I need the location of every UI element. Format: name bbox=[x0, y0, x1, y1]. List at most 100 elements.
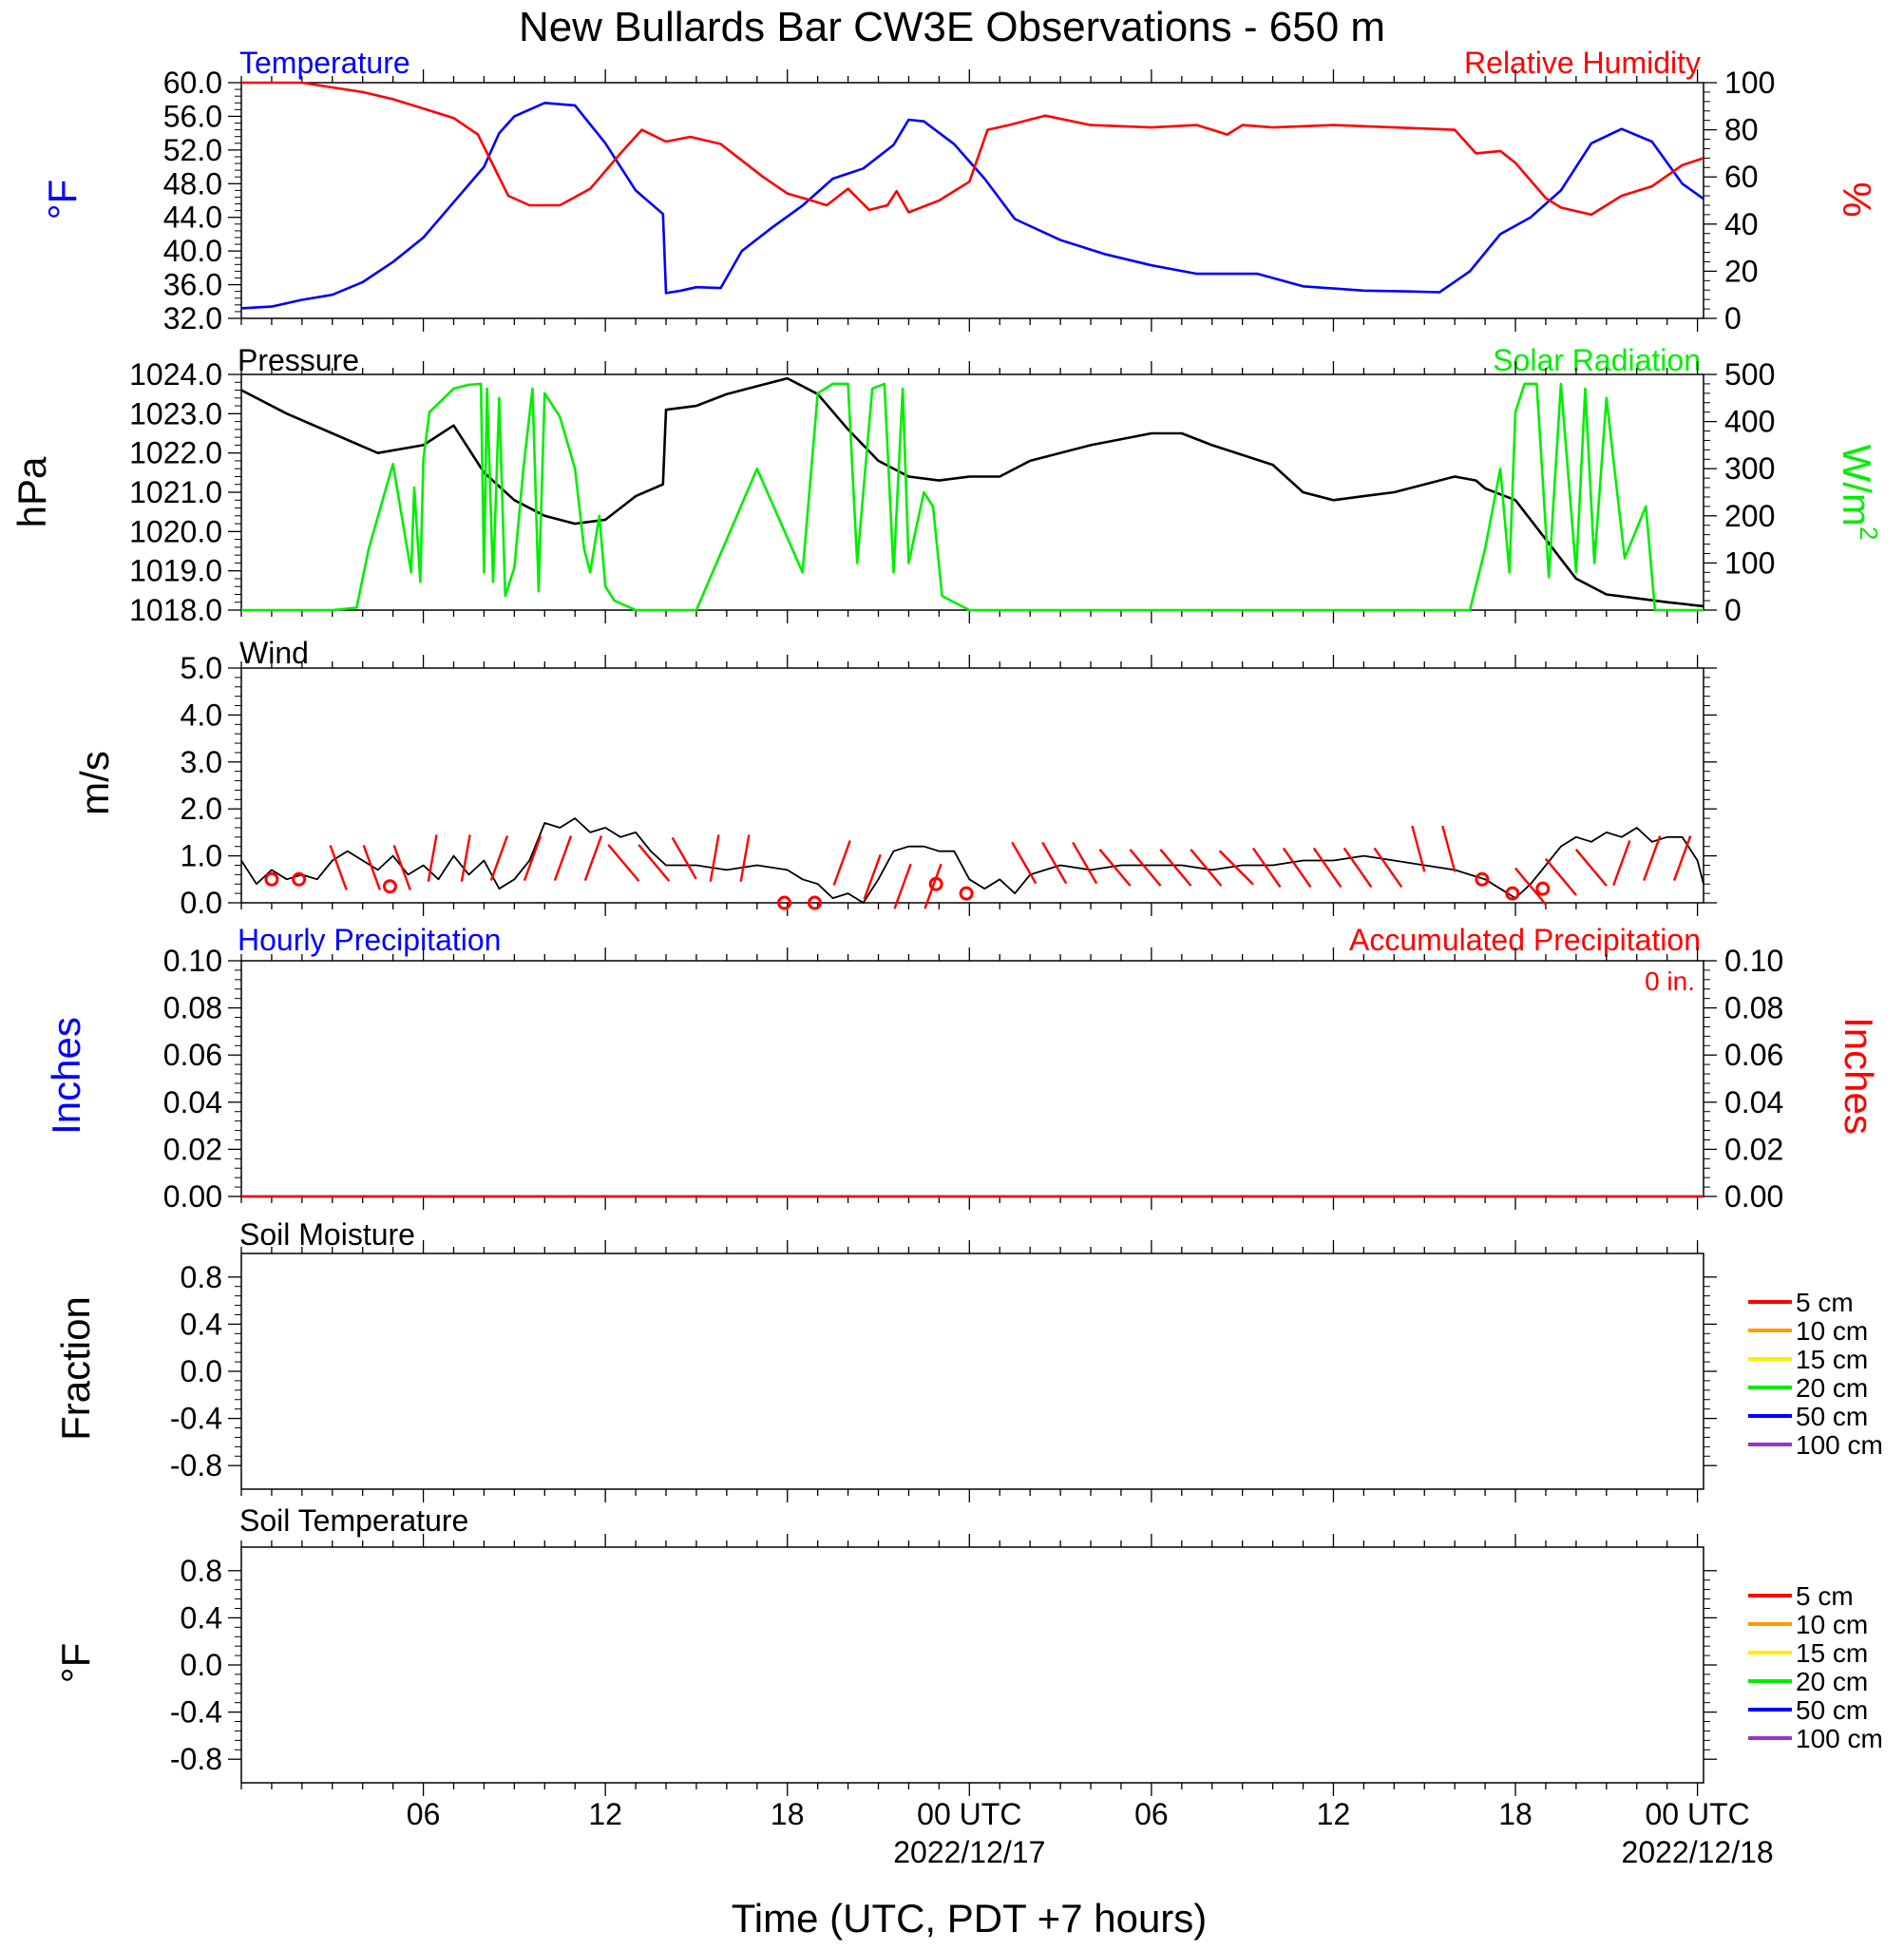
y-tick-label-right: 0.04 bbox=[1724, 1085, 1783, 1119]
pressure-line bbox=[240, 376, 1704, 608]
wind-barb bbox=[1159, 849, 1192, 887]
y-tick-label-right: 400 bbox=[1724, 405, 1775, 439]
y-tick-label: 1.0 bbox=[181, 839, 222, 873]
y-tick-label: 48.0 bbox=[163, 166, 222, 201]
wind-barb bbox=[1129, 849, 1162, 887]
y-tick-label: -0.4 bbox=[170, 1402, 222, 1436]
wind-barb bbox=[832, 840, 851, 886]
wind-barb bbox=[427, 834, 438, 882]
wind-barb bbox=[638, 844, 671, 882]
wind-panel: Wind m/s 0.0 1.0 2.0 3.0 4.0 5.0 bbox=[72, 636, 1717, 920]
wind-barb bbox=[1672, 835, 1692, 881]
y-tick-label: 5.0 bbox=[181, 651, 222, 685]
wind-barb bbox=[1041, 841, 1068, 885]
x-date-label: 2022/12/18 bbox=[1622, 1835, 1774, 1869]
wind-barb bbox=[489, 835, 509, 881]
y-tick-label-right: 500 bbox=[1724, 357, 1775, 392]
y-tick-label: 0.08 bbox=[163, 991, 222, 1025]
wind-barb bbox=[863, 853, 882, 900]
legend-label: 5 cm bbox=[1796, 1288, 1854, 1317]
x-tick-label: 00 UTC bbox=[1645, 1797, 1749, 1831]
wind-barb bbox=[1098, 849, 1132, 887]
wind-barb bbox=[329, 845, 348, 890]
y-tick-label-right: 200 bbox=[1724, 499, 1775, 533]
y-tick-label-right: 100 bbox=[1724, 545, 1775, 580]
wind-barb bbox=[1643, 835, 1662, 881]
soil-temperature-panel: Soil Temperature °F -0.8 -0.4 0.0 0.4 0.8 5 c… bbox=[53, 1503, 1883, 1796]
wind-barb bbox=[583, 835, 603, 881]
humidity-ylabel: % bbox=[1835, 182, 1879, 217]
y-tick-label: 56.0 bbox=[163, 99, 222, 133]
wind-barb bbox=[1574, 849, 1608, 887]
y-tick-label: 1022.0 bbox=[129, 436, 222, 470]
y-tick-label: 44.0 bbox=[163, 201, 222, 235]
y-tick-label-right: 80 bbox=[1724, 113, 1759, 147]
wind-barb bbox=[553, 835, 573, 881]
y-tick-label: 0.00 bbox=[163, 1179, 222, 1214]
legend-label: 10 cm bbox=[1796, 1316, 1868, 1346]
calm-wind-marker bbox=[264, 871, 279, 887]
y-tick-label-right: 0.08 bbox=[1724, 991, 1783, 1025]
y-tick-label-right: 60 bbox=[1724, 160, 1759, 194]
wind-barb bbox=[1190, 849, 1223, 887]
wind-barb bbox=[1218, 850, 1254, 886]
pressure-ylabel: hPa bbox=[10, 456, 54, 527]
wind-barb bbox=[1612, 840, 1631, 886]
y-tick-label: 1020.0 bbox=[129, 514, 222, 548]
wind-barb bbox=[1514, 867, 1547, 906]
calm-wind-marker bbox=[807, 895, 822, 910]
calm-wind-marker bbox=[382, 879, 397, 894]
x-tick-label: 06 bbox=[407, 1797, 441, 1831]
accum-precip-ylabel: Inches bbox=[1837, 1017, 1881, 1135]
panel-frame bbox=[240, 1253, 1704, 1490]
y-tick-label-right: 0 bbox=[1724, 593, 1742, 627]
humidity-line bbox=[241, 81, 1704, 217]
legend-label: 20 cm bbox=[1796, 1667, 1868, 1696]
y-tick-label: 0.8 bbox=[181, 1260, 222, 1294]
humidity-title: Relative Humidity bbox=[1464, 46, 1701, 80]
wind-barb bbox=[1072, 841, 1098, 885]
wind-barb bbox=[1312, 847, 1342, 889]
y-tick-label: 0.04 bbox=[163, 1085, 222, 1119]
x-axis-label: Time (UTC, PDT +7 hours) bbox=[732, 1896, 1208, 1941]
wind-barb bbox=[1251, 847, 1282, 889]
y-tick-label-right: 40 bbox=[1724, 207, 1759, 241]
accum-precip-title: Accumulated Precipitation bbox=[1349, 923, 1701, 957]
calm-wind-marker bbox=[1505, 886, 1520, 901]
y-tick-label: 0.0 bbox=[181, 886, 222, 920]
wind-barb bbox=[523, 835, 543, 881]
y-tick-label-right: 0 bbox=[1724, 301, 1742, 335]
calm-wind-marker bbox=[1475, 871, 1490, 887]
wind-barb bbox=[709, 834, 720, 882]
svg-text:W/m2: W/m2 bbox=[1835, 445, 1883, 541]
legend-label: 15 cm bbox=[1796, 1638, 1868, 1668]
y-tick-label: 4.0 bbox=[181, 698, 222, 732]
soil-moisture-panel: Soil Moisture Fraction -0.8 -0.4 0.0 0.4 0.8… bbox=[53, 1217, 1883, 1502]
legend-label: 5 cm bbox=[1796, 1581, 1854, 1611]
legend-label: 50 cm bbox=[1796, 1695, 1868, 1725]
calm-wind-marker bbox=[777, 895, 792, 910]
y-tick-label: 0.8 bbox=[181, 1554, 222, 1588]
soil-moisture-ylabel: Fraction bbox=[53, 1296, 98, 1441]
x-tick-label: 18 bbox=[1498, 1797, 1533, 1831]
y-tick-label: -0.8 bbox=[170, 1742, 222, 1776]
y-tick-label: 0.02 bbox=[163, 1132, 222, 1166]
y-tick-label: 1018.0 bbox=[129, 593, 222, 627]
x-tick-label: 06 bbox=[1134, 1797, 1169, 1831]
y-tick-label: 40.0 bbox=[163, 234, 222, 268]
y-tick-label: 52.0 bbox=[163, 133, 222, 167]
y-tick-label-right: 0.10 bbox=[1724, 944, 1783, 978]
temperature-ylabel: °F bbox=[40, 180, 85, 220]
wind-title: Wind bbox=[239, 636, 309, 670]
y-tick-label-right: 100 bbox=[1724, 66, 1775, 100]
legend-label: 100 cm bbox=[1796, 1724, 1883, 1753]
y-tick-label-right: 0.06 bbox=[1724, 1038, 1783, 1072]
y-tick-label-right: 0.00 bbox=[1724, 1179, 1783, 1214]
precipitation-panel: Hourly Precipitation Accumulated Precipi… bbox=[44, 923, 1881, 1214]
soil-temperature-ylabel: °F bbox=[53, 1643, 98, 1683]
y-tick-label: 32.0 bbox=[163, 301, 222, 335]
calm-wind-marker bbox=[959, 886, 974, 901]
solar-ylabel: W/m bbox=[1835, 445, 1879, 526]
y-tick-label: 0.4 bbox=[181, 1600, 222, 1635]
